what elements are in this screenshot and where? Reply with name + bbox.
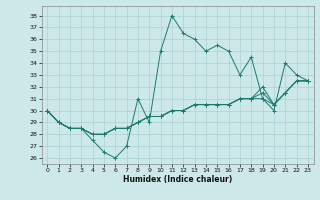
X-axis label: Humidex (Indice chaleur): Humidex (Indice chaleur) <box>123 175 232 184</box>
